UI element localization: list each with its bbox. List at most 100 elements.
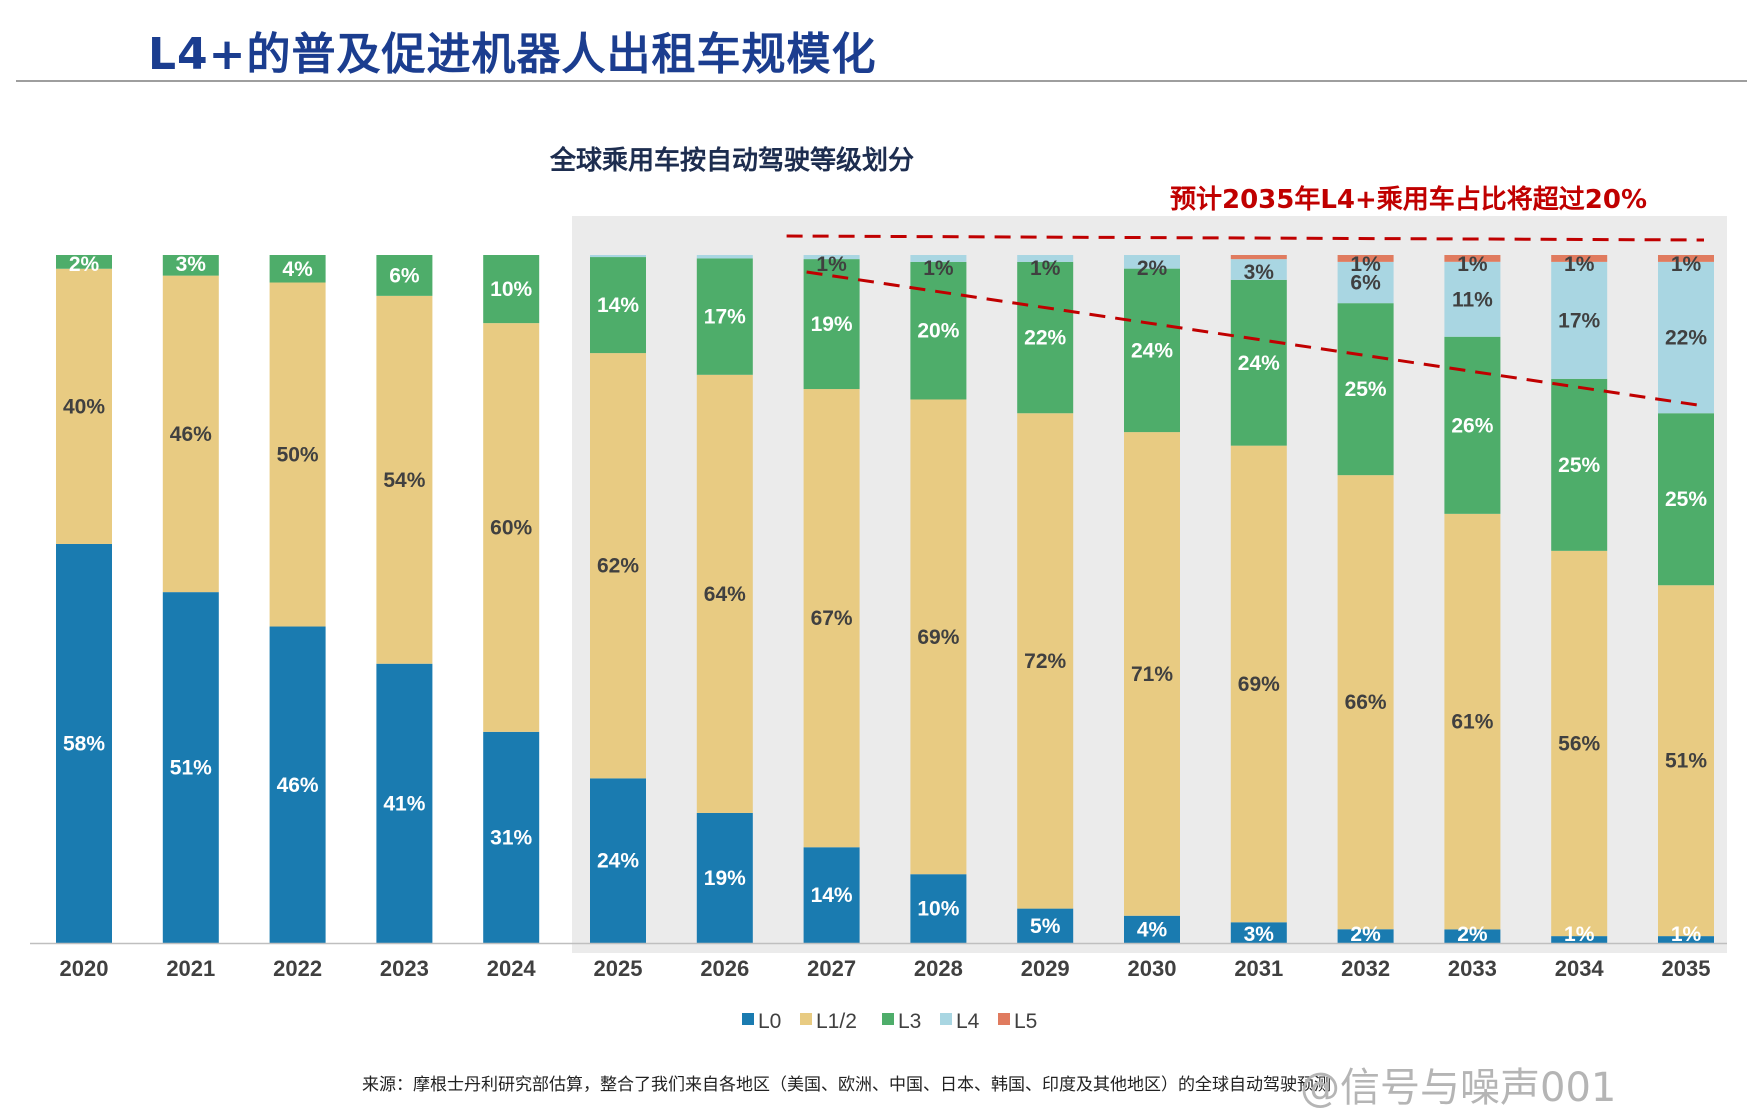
legend-swatch-l0 <box>742 1013 754 1025</box>
data-label-l1-2-2025: 62% <box>597 555 639 578</box>
data-label-l0-2031: 3% <box>1244 923 1275 946</box>
data-label-l1-2-2029: 72% <box>1024 650 1066 673</box>
data-label-l3-2034: 25% <box>1558 454 1600 477</box>
data-label-l4-2031: 3% <box>1244 261 1275 284</box>
data-label-l3-2029: 22% <box>1024 327 1066 350</box>
bar-l3-2035 <box>1658 413 1714 586</box>
bar-l1-2-2025 <box>590 353 646 779</box>
bar-l5-2033 <box>1444 255 1501 262</box>
bar-l0-2021 <box>162 592 219 943</box>
data-label-l3-2023: 6% <box>389 264 420 287</box>
bar-l3-2022 <box>269 255 326 283</box>
data-label-l3-2032: 25% <box>1345 378 1387 401</box>
bar-l3-2034 <box>1551 378 1608 551</box>
data-label-l3-2024: 10% <box>490 278 532 301</box>
bar-l4-2026 <box>696 255 753 259</box>
bar-l1-2-2030 <box>1124 432 1180 916</box>
data-label-l3-2030: 24% <box>1131 339 1173 362</box>
source-note: 来源：摩根士丹利研究部估算，整合了我们来自各地区（美国、欧洲、中国、日本、韩国、… <box>362 1075 1331 1095</box>
data-label-l0-2020: 58% <box>63 732 105 755</box>
bar-l1-2-2026 <box>696 374 753 813</box>
forecast-annotation: 预计2035年L4+乘用车占比将超过20% <box>1170 184 1647 215</box>
data-label-l1-2-2033: 61% <box>1451 711 1493 734</box>
bar-l4-2028 <box>910 255 967 262</box>
legend-label-l4: L4 <box>956 1010 980 1033</box>
bar-l3-2032 <box>1337 303 1394 476</box>
bar-l4-2027 <box>803 255 860 260</box>
x-tick-2023: 2023 <box>380 956 429 981</box>
bar-l3-2028 <box>910 261 967 400</box>
bar-l0-2020 <box>56 543 112 943</box>
data-label-l0-2024: 31% <box>490 826 532 849</box>
data-label-l0-2032: 2% <box>1350 923 1381 946</box>
bar-l3-2024 <box>483 255 540 324</box>
data-label-l4-2033: 11% <box>1452 288 1493 311</box>
bar-l4-2035 <box>1658 261 1714 414</box>
bar-l0-2023 <box>376 663 433 943</box>
data-label-l3-2025: 14% <box>597 294 639 317</box>
data-label-l1-2-2020: 40% <box>63 395 105 418</box>
bar-l5-2034 <box>1551 255 1608 262</box>
bar-l1-2-2028 <box>910 399 967 875</box>
x-tick-2020: 2020 <box>60 956 109 981</box>
bar-l1-2-2034 <box>1551 550 1608 937</box>
data-label-l0-2023: 41% <box>383 792 425 815</box>
data-label-l3-2021: 3% <box>176 253 207 276</box>
bar-l4-2030 <box>1124 255 1180 269</box>
data-label-l3-2020: 2% <box>69 253 100 276</box>
bar-l3-2029 <box>1017 261 1074 414</box>
data-label-l5-2032: 1% <box>1350 253 1381 276</box>
bar-l1-2-2029 <box>1017 413 1074 909</box>
data-label-l3-2035: 25% <box>1665 488 1707 511</box>
data-label-l1-2-2021: 46% <box>170 423 212 446</box>
bar-l0-2033 <box>1444 929 1501 943</box>
data-label-l4-2028: 1% <box>923 257 954 280</box>
bars-layer: 58% 40% 2% 51% 46% 3% 46% 50% 4% 41% 54% 6% 31% 60% 10… <box>56 253 1714 946</box>
data-label-l0-2027: 14% <box>811 884 853 907</box>
bar-l4-2029 <box>1017 255 1074 262</box>
x-tick-2030: 2030 <box>1128 956 1177 981</box>
data-label-l3-2027: 19% <box>811 313 853 336</box>
bar-l3-2020 <box>56 255 112 269</box>
data-label-l5-2035: 1% <box>1671 253 1702 276</box>
data-label-l1-2-2030: 71% <box>1131 663 1173 686</box>
bar-l0-2025 <box>590 778 646 943</box>
legend-swatch-l4 <box>940 1013 952 1025</box>
data-label-l1-2-2027: 67% <box>811 607 853 630</box>
bar-l1-2-2020 <box>56 268 112 544</box>
data-label-l4-2035: 22% <box>1665 327 1707 350</box>
bar-l0-2032 <box>1337 929 1394 943</box>
x-tick-2034: 2034 <box>1555 956 1605 981</box>
data-label-l3-2033: 26% <box>1451 414 1493 437</box>
data-label-l1-2-2024: 60% <box>490 516 532 539</box>
bar-l5-2035 <box>1658 255 1714 262</box>
legend-swatch-l5 <box>998 1013 1010 1025</box>
bar-l0-2024 <box>483 731 540 943</box>
x-tick-2031: 2031 <box>1234 956 1283 981</box>
x-tick-2026: 2026 <box>700 956 749 981</box>
title-divider <box>16 80 1747 82</box>
bar-l0-2030 <box>1124 915 1180 943</box>
data-label-l1-2-2032: 66% <box>1345 691 1387 714</box>
data-label-l3-2028: 20% <box>917 320 959 343</box>
data-label-l0-2035: 1% <box>1671 923 1702 946</box>
data-label-l0-2033: 2% <box>1457 923 1488 946</box>
legend-label-l0: L0 <box>758 1010 781 1033</box>
bar-l1-2-2035 <box>1658 585 1714 937</box>
bar-l3-2021 <box>162 255 219 276</box>
data-label-l1-2-2023: 54% <box>383 469 425 492</box>
bar-l0-2022 <box>269 626 326 943</box>
bar-l3-2031 <box>1230 279 1287 446</box>
trend-dashed-line-top <box>786 234 1705 242</box>
data-label-l5-2034: 1% <box>1564 253 1595 276</box>
bar-l3-2026 <box>696 258 753 375</box>
bar-l3-2025 <box>590 257 646 354</box>
data-label-l1-2-2022: 50% <box>277 444 319 467</box>
legend-swatch-l1-2 <box>800 1013 812 1025</box>
x-tick-2032: 2032 <box>1341 956 1390 981</box>
data-label-l3-2031: 24% <box>1238 352 1280 375</box>
data-label-l0-2028: 10% <box>917 898 959 921</box>
watermark: @信号与噪声001 <box>1300 1065 1617 1111</box>
bar-l0-2028 <box>910 874 967 943</box>
legend-label-l3: L3 <box>898 1010 921 1033</box>
